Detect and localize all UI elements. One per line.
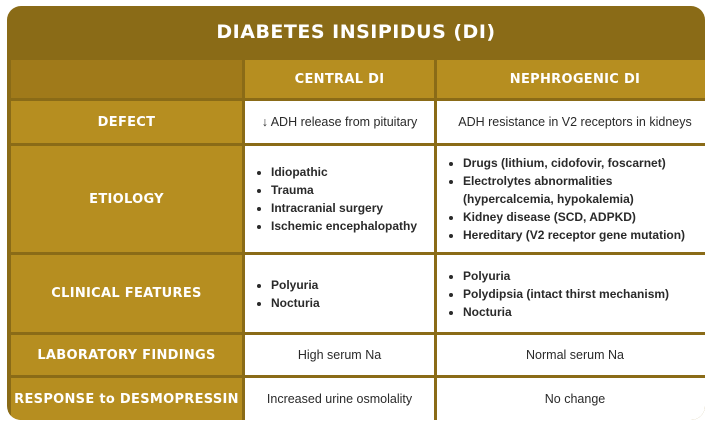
- header-empty-cell: [8, 57, 245, 101]
- row-label-etiology: ETIOLOGY: [8, 143, 245, 255]
- table-row-clinical-features: CLINICAL FEATURES Polyuria Nocturia Poly…: [8, 252, 705, 335]
- header-row: CENTRAL DI NEPHROGENIC DI: [8, 57, 705, 101]
- list-item: Polyuria: [271, 276, 434, 294]
- list-item: Intracranial surgery: [271, 199, 434, 217]
- list-item: Electrolytes abnormalities(hypercalcemia…: [463, 172, 705, 208]
- comparison-table: CENTRAL DI NEPHROGENIC DI DEFECT ↓ ADH r…: [8, 57, 705, 420]
- table-title: DIABETES INSIPIDUS (DI): [216, 20, 496, 43]
- table-row-laboratory-findings: LABORATORY FINDINGS High serum Na Normal…: [8, 332, 705, 378]
- list-item: Kidney disease (SCD, ADPKD): [463, 208, 705, 226]
- row-label-response-desmopressin: RESPONSE to DESMOPRESSIN: [8, 375, 245, 420]
- lab-central: High serum Na: [297, 348, 382, 362]
- defect-nephrogenic: ADH resistance in V2 receptors in kidney…: [458, 115, 692, 129]
- list-item: Nocturia: [271, 294, 434, 312]
- header-nephrogenic-di: NEPHROGENIC DI: [434, 57, 705, 101]
- defect-central: ↓ ADH release from pituitary: [261, 115, 418, 129]
- row-label-defect: DEFECT: [8, 98, 245, 146]
- table-row-etiology: ETIOLOGY Idiopathic Trauma Intracranial …: [8, 143, 705, 255]
- list-item: Trauma: [271, 181, 434, 199]
- list-item: Idiopathic: [271, 163, 434, 181]
- clinical-central-list: Polyuria Nocturia: [245, 276, 434, 312]
- row-label-laboratory-findings: LABORATORY FINDINGS: [8, 332, 245, 378]
- list-item: Nocturia: [463, 303, 705, 321]
- list-item: Polyuria: [463, 267, 705, 285]
- clinical-nephrogenic-list: Polyuria Polydipsia (intact thirst mecha…: [437, 267, 705, 321]
- list-item: Drugs (lithium, cidofovir, foscarnet): [463, 154, 705, 172]
- etiology-central-list: Idiopathic Trauma Intracranial surgery I…: [245, 163, 434, 235]
- list-item: Ischemic encephalopathy: [271, 217, 434, 235]
- di-comparison-card: DIABETES INSIPIDUS (DI) CENTRAL DI NEPHR…: [7, 6, 705, 420]
- list-item: Hereditary (V2 receptor gene mutation): [463, 226, 705, 244]
- list-item: Polydipsia (intact thirst mechanism): [463, 285, 705, 303]
- table-row-response-desmopressin: RESPONSE to DESMOPRESSIN Increased urine…: [8, 375, 705, 420]
- etiology-nephrogenic-list: Drugs (lithium, cidofovir, foscarnet) El…: [437, 154, 705, 244]
- table-row-defect: DEFECT ↓ ADH release from pituitary ADH …: [8, 98, 705, 146]
- row-label-clinical-features: CLINICAL FEATURES: [8, 252, 245, 335]
- header-central-di: CENTRAL DI: [242, 57, 437, 101]
- response-central: Increased urine osmolality: [266, 392, 413, 406]
- response-nephrogenic: No change: [544, 392, 606, 406]
- lab-nephrogenic: Normal serum Na: [526, 348, 624, 362]
